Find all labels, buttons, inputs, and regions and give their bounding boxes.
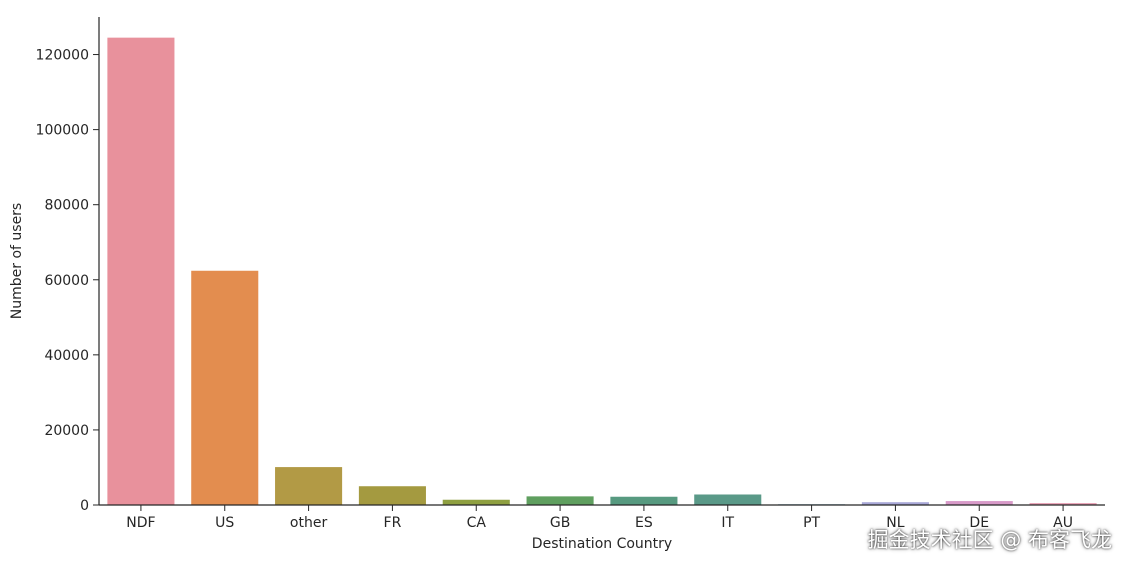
x-tick-label-nl: NL: [886, 515, 904, 531]
bar-es: [610, 496, 678, 505]
bar-gb: [526, 496, 594, 505]
y-tick-label: 40000: [44, 348, 89, 364]
y-tick-label: 60000: [44, 273, 89, 289]
y-tick-label: 0: [80, 498, 89, 514]
x-tick-label-de: DE: [969, 515, 989, 531]
x-axis-title: Destination Country: [532, 536, 672, 552]
x-tick-label-other: other: [290, 515, 328, 531]
x-tick-label-gb: GB: [550, 515, 570, 531]
bar-au: [1029, 503, 1097, 505]
bar-other: [275, 467, 343, 505]
bar-ndf: [107, 37, 175, 506]
bar-fr: [358, 486, 426, 505]
bar-nl: [861, 502, 929, 505]
x-tick-label-pt: PT: [803, 515, 820, 531]
y-tick-label: 120000: [36, 48, 89, 64]
x-tick-label-es: ES: [635, 515, 653, 531]
bar-us: [191, 270, 259, 505]
y-tick-label: 80000: [44, 198, 89, 214]
bar-ca: [442, 499, 510, 505]
y-tick-label: 20000: [44, 423, 89, 439]
y-axis-title: Number of users: [9, 203, 25, 319]
x-tick-label-us: US: [215, 515, 234, 531]
x-tick-label-fr: FR: [384, 515, 402, 531]
bar-de: [945, 501, 1013, 505]
y-tick-label: 100000: [36, 123, 89, 139]
watermark: 掘金技术社区 @ 布客飞龙: [867, 528, 1112, 552]
bar-it: [694, 494, 762, 505]
x-tick-label-ca: CA: [467, 515, 487, 531]
x-tick-label-it: IT: [721, 515, 734, 531]
x-tick-label-au: AU: [1053, 515, 1073, 531]
x-tick-label-ndf: NDF: [126, 515, 155, 531]
